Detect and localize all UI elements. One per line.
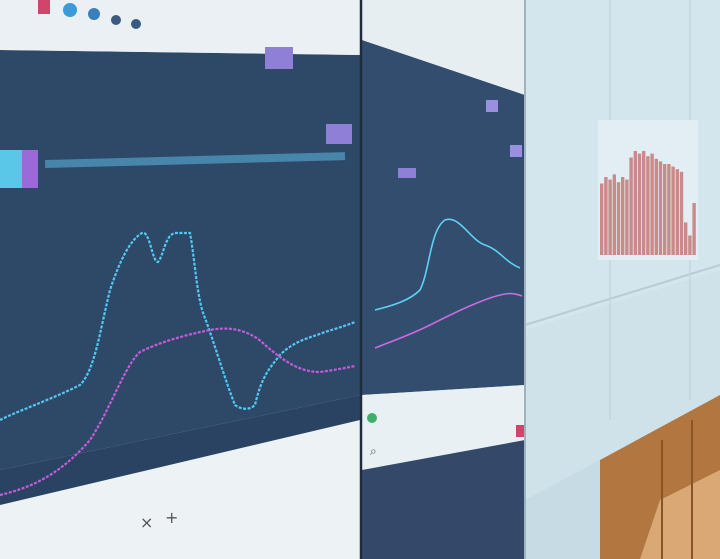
middle-monitor-panel — [362, 40, 525, 395]
bar — [658, 161, 663, 255]
bar — [612, 174, 616, 255]
tab-badge — [398, 168, 416, 178]
left-lower-strip — [0, 395, 360, 505]
site-icon — [367, 413, 377, 423]
middle-series-cyan — [374, 218, 521, 311]
plus-icon[interactable]: + — [165, 508, 178, 527]
left-browser-bar — [0, 0, 360, 55]
bar — [608, 179, 612, 255]
middle-browser-bar — [362, 0, 525, 95]
bar — [688, 235, 692, 255]
gear-icon[interactable] — [88, 8, 100, 20]
bar — [675, 169, 679, 255]
header-button[interactable] — [265, 47, 293, 69]
refresh-icon[interactable] — [111, 15, 121, 25]
lower-right-panel — [525, 460, 600, 559]
bar — [671, 166, 675, 255]
monitor-seam — [524, 264, 720, 326]
filter-tab-cyan[interactable] — [0, 150, 22, 188]
bar — [637, 153, 642, 255]
bar — [663, 164, 667, 255]
heart-icon[interactable] — [63, 3, 77, 17]
middle-series-magenta — [374, 292, 523, 349]
floor — [640, 470, 720, 559]
search-icon[interactable]: ⌕ — [370, 444, 377, 458]
badge-icon[interactable] — [38, 0, 50, 14]
bar — [654, 158, 658, 255]
bar — [604, 177, 608, 255]
bar — [684, 222, 688, 255]
middle-lower-dark-panel — [362, 440, 525, 559]
bar — [621, 177, 625, 255]
bar — [642, 151, 646, 255]
tab-badge — [486, 100, 498, 112]
bar — [625, 179, 629, 255]
bar — [616, 182, 621, 255]
bar — [629, 157, 633, 255]
close-icon[interactable]: × — [140, 513, 153, 532]
left-lower-browser-bar — [0, 420, 360, 559]
shield-icon[interactable] — [131, 19, 141, 29]
bar — [650, 153, 654, 255]
bar — [646, 156, 650, 255]
bar — [600, 183, 604, 255]
tab-badge — [510, 145, 522, 157]
left-series-magenta — [0, 327, 356, 497]
bar — [679, 171, 684, 255]
chart-subtitle — [45, 152, 346, 168]
bar-chart-bars — [600, 151, 696, 255]
filter-tab-purple[interactable] — [22, 150, 38, 188]
bar — [667, 164, 671, 255]
left-series-cyan — [0, 231, 356, 421]
middle-lower-browser-bar — [362, 385, 525, 470]
header-button[interactable] — [326, 124, 352, 144]
bar — [633, 151, 637, 255]
bar — [692, 203, 696, 255]
right-monitor-panel-lower — [525, 270, 720, 500]
tab-badge — [516, 425, 526, 437]
